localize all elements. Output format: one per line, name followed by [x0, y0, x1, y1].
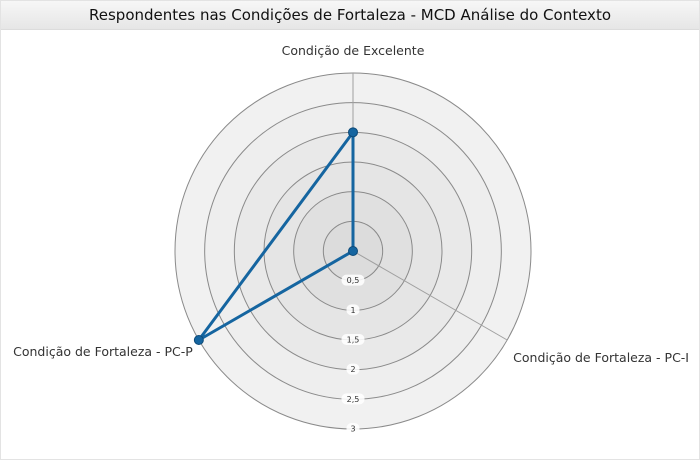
- tick-label: 3: [350, 425, 355, 434]
- tick-label-bg: [341, 274, 365, 286]
- tick-label-bg: [346, 363, 360, 375]
- axis-label-0: Condição de Excelente: [282, 43, 425, 58]
- radar-tick-labels: 0,5 1 1,5 2 2,5 3: [341, 274, 365, 434]
- series-line: [197, 130, 355, 342]
- axis-spoke: [352, 250, 508, 341]
- tick-label-bg: [341, 334, 365, 345]
- data-point-2[interactable]: [193, 335, 204, 345]
- data-point-1[interactable]: [348, 246, 358, 256]
- axis-label-1: Condição de Fortaleza - PC-I: [513, 350, 689, 365]
- tick-label-bg: [346, 304, 360, 316]
- tick-label: 1,5: [347, 336, 360, 345]
- tick-label-bg: [341, 393, 365, 405]
- radar-series: [193, 127, 358, 345]
- data-point-0[interactable]: [348, 127, 358, 138]
- chart-title-bar: Respondentes nas Condições de Fortaleza …: [1, 1, 699, 30]
- tick-label: 2: [350, 365, 355, 374]
- tick-label: 2,5: [347, 395, 360, 404]
- radar-axis-labels: Condição de Excelente Condição de Fortale…: [13, 43, 689, 365]
- tick-label: 1: [350, 306, 355, 315]
- tick-label-bg: [346, 423, 360, 434]
- axis-label-2: Condição de Fortaleza - PC-P: [13, 344, 193, 359]
- chart-title: Respondentes nas Condições de Fortaleza …: [89, 6, 611, 24]
- tick-label: 0,5: [347, 276, 360, 285]
